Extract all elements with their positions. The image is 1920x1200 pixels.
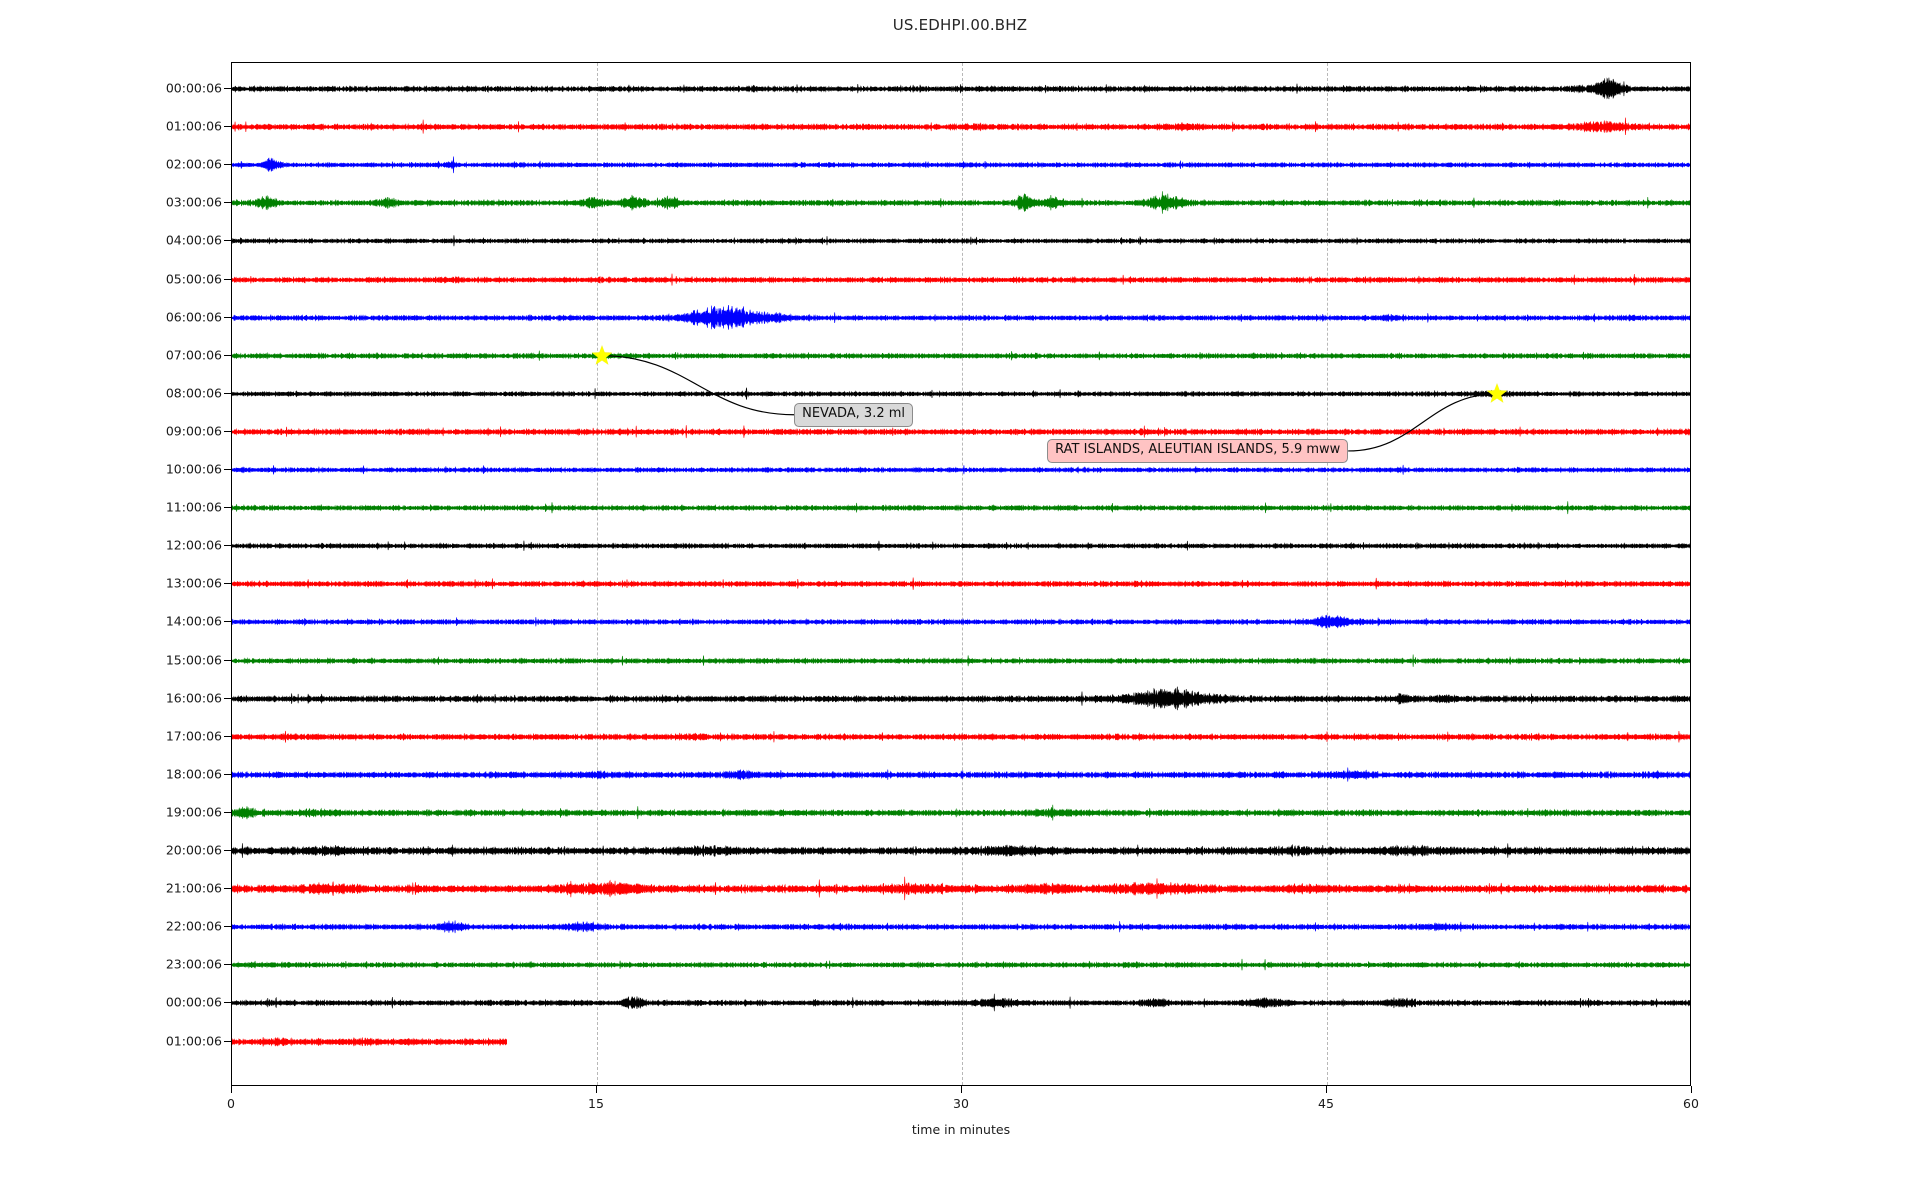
y-tick-label-16: 16:00:06 bbox=[165, 690, 222, 706]
trace-01-00-06-25 bbox=[232, 1036, 507, 1047]
x-tick-mark-15 bbox=[596, 1086, 597, 1093]
y-tick-mark-20 bbox=[224, 850, 231, 851]
y-tick-label-2: 02:00:06 bbox=[165, 156, 222, 172]
y-tick-label-25: 01:00:06 bbox=[165, 1033, 222, 1048]
y-tick-label-12: 12:00:06 bbox=[165, 537, 222, 553]
gridline-45 bbox=[1327, 63, 1328, 1085]
trace-16-00-06-16 bbox=[232, 686, 1690, 710]
trace-19-00-06-19 bbox=[232, 804, 1690, 821]
gridline-30 bbox=[962, 63, 963, 1085]
trace-15-00-06-15 bbox=[232, 654, 1690, 667]
x-tick-mark-30 bbox=[961, 1086, 962, 1093]
y-tick-mark-18 bbox=[224, 773, 231, 775]
y-tick-mark-6 bbox=[224, 316, 231, 318]
y-tick-mark-1 bbox=[224, 126, 231, 128]
y-tick-label-13: 13:00:06 bbox=[165, 575, 222, 591]
x-tick-label-45: 45 bbox=[1318, 1096, 1334, 1111]
y-tick-label-15: 15:00:06 bbox=[165, 652, 222, 667]
y-tick-mark-3 bbox=[224, 202, 231, 204]
trace-07-00-06-7 bbox=[232, 350, 1690, 361]
y-tick-label-1: 01:00:06 bbox=[165, 118, 222, 134]
y-tick-mark-22 bbox=[224, 926, 231, 928]
y-tick-mark-9 bbox=[224, 430, 231, 432]
y-tick-mark-4 bbox=[224, 240, 231, 242]
y-tick-mark-24 bbox=[224, 1002, 231, 1004]
x-axis-label: time in minutes bbox=[911, 1122, 1011, 1137]
trace-23-00-06-23 bbox=[232, 959, 1690, 971]
event-annotation-box-0[interactable]: NEVADA, 3.2 ml bbox=[794, 402, 914, 427]
y-tick-mark-7 bbox=[224, 354, 231, 356]
x-tick-label-60: 60 bbox=[1683, 1096, 1699, 1111]
y-tick-mark-13 bbox=[224, 583, 231, 585]
gridline-15 bbox=[597, 63, 598, 1085]
trace-01-00-06-1 bbox=[232, 117, 1690, 136]
y-tick-label-21: 21:00:06 bbox=[165, 880, 222, 896]
y-tick-label-4: 04:00:06 bbox=[165, 232, 222, 248]
y-tick-label-5: 05:00:06 bbox=[165, 271, 222, 286]
x-tick-mark-45 bbox=[1326, 1086, 1327, 1093]
trace-04-00-06-4 bbox=[232, 235, 1690, 247]
y-tick-mark-2 bbox=[224, 164, 231, 166]
trace-08-00-06-8 bbox=[232, 387, 1690, 400]
plot-axes-frame: NEVADA, 3.2 ml RAT ISLANDS, ALEUTIAN ISLA… bbox=[231, 62, 1691, 1086]
y-tick-label-18: 18:00:06 bbox=[165, 766, 222, 782]
trace-13-00-06-13 bbox=[232, 577, 1690, 591]
event-annotation-box-1[interactable]: RAT ISLANDS, ALEUTIAN ISLANDS, 5.9 mww bbox=[1047, 438, 1349, 463]
trace-03-00-06-3 bbox=[232, 191, 1690, 215]
trace-20-00-06-20 bbox=[232, 843, 1690, 858]
y-tick-mark-8 bbox=[224, 392, 231, 394]
trace-17-00-06-17 bbox=[232, 730, 1690, 743]
trace-14-00-06-14 bbox=[232, 614, 1690, 630]
trace-21-00-06-21 bbox=[232, 876, 1690, 901]
y-tick-mark-10 bbox=[224, 469, 231, 470]
y-tick-mark-16 bbox=[224, 697, 231, 699]
y-tick-label-20: 20:00:06 bbox=[165, 842, 222, 858]
trace-09-00-06-9 bbox=[232, 425, 1690, 439]
y-tick-mark-23 bbox=[224, 964, 231, 966]
y-tick-mark-25 bbox=[224, 1040, 231, 1042]
trace-05-00-06-5 bbox=[232, 273, 1690, 286]
y-tick-label-22: 22:00:06 bbox=[165, 918, 222, 934]
trace-12-00-06-12 bbox=[232, 540, 1690, 552]
y-tick-mark-17 bbox=[224, 735, 231, 737]
y-axis-tick-labels: 00:00:06 01:00:06 02:00:06 03:00:06 04:00:06… bbox=[0, 0, 222, 1200]
y-tick-label-24: 00:00:06 bbox=[165, 994, 222, 1010]
y-tick-label-10: 10:00:06 bbox=[165, 461, 222, 477]
y-tick-label-11: 11:00:06 bbox=[165, 499, 222, 515]
y-tick-label-9: 09:00:06 bbox=[165, 423, 222, 439]
page-title: US.EDHPI.00.BHZ bbox=[892, 16, 1028, 34]
y-tick-mark-19 bbox=[224, 811, 231, 813]
trace-22-00-06-22 bbox=[232, 920, 1690, 934]
x-tick-label-0: 0 bbox=[227, 1096, 235, 1111]
y-tick-label-7: 07:00:06 bbox=[165, 347, 222, 363]
y-tick-label-14: 14:00:06 bbox=[165, 613, 222, 629]
trace-02-00-06-2 bbox=[232, 156, 1690, 174]
y-tick-mark-15 bbox=[224, 659, 231, 661]
trace-00-00-06-24 bbox=[232, 994, 1690, 1012]
y-tick-label-23: 23:00:06 bbox=[165, 956, 222, 972]
y-tick-mark-21 bbox=[224, 888, 231, 890]
trace-11-00-06-11 bbox=[232, 501, 1690, 515]
y-tick-mark-14 bbox=[224, 621, 231, 623]
x-tick-mark-0 bbox=[231, 1086, 232, 1093]
y-tick-label-19: 19:00:06 bbox=[165, 804, 222, 820]
y-tick-mark-5 bbox=[224, 278, 231, 280]
trace-06-00-06-6 bbox=[232, 304, 1690, 330]
trace-10-00-06-10 bbox=[232, 464, 1690, 475]
trace-18-00-06-18 bbox=[232, 767, 1690, 782]
x-tick-label-15: 15 bbox=[588, 1096, 604, 1111]
y-tick-mark-0 bbox=[224, 88, 231, 89]
y-tick-mark-11 bbox=[224, 507, 231, 509]
y-tick-label-8: 08:00:06 bbox=[165, 385, 222, 401]
y-tick-label-17: 17:00:06 bbox=[165, 728, 222, 744]
x-tick-label-30: 30 bbox=[953, 1096, 969, 1111]
y-tick-mark-12 bbox=[224, 545, 231, 547]
x-tick-mark-60 bbox=[1691, 1086, 1692, 1093]
y-tick-label-3: 03:00:06 bbox=[165, 194, 222, 210]
y-tick-label-0: 00:00:06 bbox=[165, 80, 222, 96]
trace-00-00-06-0 bbox=[232, 77, 1690, 100]
y-tick-label-6: 06:00:06 bbox=[165, 309, 222, 325]
